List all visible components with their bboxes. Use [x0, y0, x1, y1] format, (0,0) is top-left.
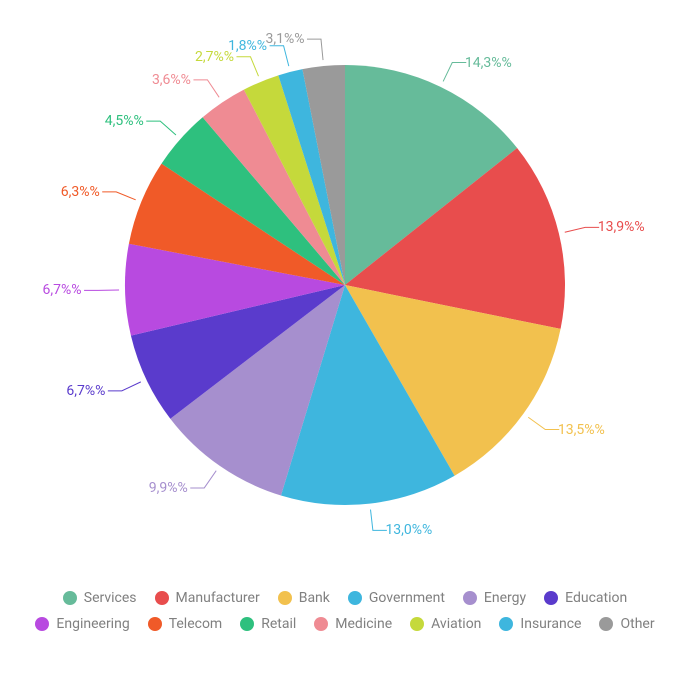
legend-swatch [35, 617, 49, 631]
legend-label: Telecom [169, 616, 223, 632]
slice-label-engineering: 6,7%% [43, 282, 82, 298]
legend-item-manufacturer: Manufacturer [155, 590, 260, 606]
leader-line [270, 46, 289, 66]
legend-label: Services [84, 590, 137, 606]
legend-item-telecom: Telecom [148, 616, 223, 632]
legend-swatch [499, 617, 513, 631]
legend-swatch [348, 591, 362, 605]
legend-swatch [314, 617, 328, 631]
slice-label-energy: 9,9%% [149, 480, 188, 496]
legend-label: Other [620, 616, 654, 632]
pie-svg [0, 0, 690, 575]
legend-item-medicine: Medicine [314, 616, 392, 632]
legend-label: Aviation [431, 616, 481, 632]
legend-item-engineering: Engineering [35, 616, 129, 632]
pie-chart: 14,3%% 13,9%% 13,5%% 13,0%% 9,9%% 6,7%% 6,7%% 6… [0, 0, 690, 575]
legend-swatch [155, 591, 169, 605]
legend-label: Government [369, 590, 445, 606]
legend-label: Engineering [56, 616, 129, 632]
legend-item-services: Services [63, 590, 137, 606]
slice-label-insurance: 1,8%% [228, 38, 267, 54]
legend-swatch [63, 591, 77, 605]
legend-label: Bank [299, 590, 330, 606]
legend-swatch [544, 591, 558, 605]
leader-line [108, 382, 141, 391]
legend-item-bank: Bank [278, 590, 330, 606]
leader-line [146, 121, 176, 135]
slice-label-other: 3,1%% [265, 31, 304, 47]
legend-label: Retail [261, 616, 296, 632]
legend-item-energy: Energy [463, 590, 526, 606]
slice-label-manufacturer: 13,9%% [598, 219, 645, 235]
legend-swatch [240, 617, 254, 631]
legend-item-aviation: Aviation [410, 616, 481, 632]
leader-line [307, 39, 323, 60]
leader-line [190, 471, 216, 488]
slice-label-medicine: 3,6%% [152, 72, 191, 88]
legend-label: Manufacturer [176, 590, 260, 606]
leader-line [443, 63, 466, 82]
slice-label-telecom: 6,3%% [61, 184, 100, 200]
legend-swatch [278, 591, 292, 605]
legend-swatch [463, 591, 477, 605]
legend-item-other: Other [599, 616, 654, 632]
legend: Services Manufacturer Bank Government Energy… [0, 590, 690, 632]
legend-label: Insurance [520, 616, 581, 632]
legend-item-retail: Retail [240, 616, 296, 632]
legend-swatch [410, 617, 424, 631]
leader-line [528, 417, 559, 429]
slice-label-services: 14,3%% [465, 55, 512, 71]
leader-line [102, 192, 135, 200]
slice-label-education: 6,7%% [66, 383, 105, 399]
leader-line [236, 57, 258, 76]
legend-label: Education [565, 590, 627, 606]
legend-swatch [148, 617, 162, 631]
legend-swatch [599, 617, 613, 631]
legend-item-government: Government [348, 590, 445, 606]
legend-label: Energy [484, 590, 526, 606]
legend-label: Medicine [335, 616, 392, 632]
legend-item-insurance: Insurance [499, 616, 581, 632]
leader-line [565, 227, 599, 232]
slice-label-government: 13,0%% [385, 522, 432, 538]
leader-line [371, 510, 387, 531]
legend-item-education: Education [544, 590, 627, 606]
slice-label-bank: 13,5%% [558, 422, 605, 438]
leader-line [193, 80, 219, 97]
slice-label-retail: 4,5%% [105, 113, 144, 129]
